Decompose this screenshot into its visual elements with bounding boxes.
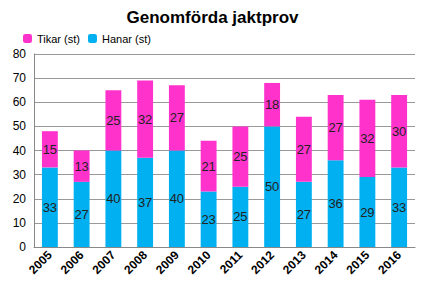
- svg-text:2008: 2008: [121, 248, 150, 277]
- svg-text:30: 30: [392, 124, 406, 139]
- svg-text:29: 29: [360, 205, 374, 220]
- svg-text:Tikar (st): Tikar (st): [37, 33, 80, 45]
- svg-text:32: 32: [360, 131, 374, 146]
- svg-text:2015: 2015: [344, 248, 373, 277]
- svg-text:50: 50: [265, 179, 279, 194]
- svg-text:80: 80: [13, 47, 27, 61]
- svg-text:13: 13: [74, 159, 88, 174]
- svg-text:27: 27: [297, 207, 311, 222]
- svg-text:32: 32: [138, 112, 152, 127]
- svg-text:10: 10: [13, 216, 27, 230]
- svg-text:Genomförda jaktprov: Genomförda jaktprov: [127, 8, 299, 27]
- svg-text:0: 0: [19, 240, 26, 254]
- svg-text:2007: 2007: [90, 248, 119, 277]
- svg-text:2016: 2016: [375, 248, 404, 277]
- svg-text:50: 50: [13, 119, 27, 133]
- svg-text:2014: 2014: [312, 248, 341, 277]
- svg-text:30: 30: [13, 168, 27, 182]
- svg-text:2009: 2009: [153, 248, 182, 277]
- svg-text:25: 25: [233, 209, 247, 224]
- svg-text:23: 23: [201, 212, 215, 227]
- svg-text:27: 27: [74, 207, 88, 222]
- svg-text:2010: 2010: [185, 248, 214, 277]
- svg-text:15: 15: [43, 142, 57, 157]
- svg-text:2005: 2005: [26, 248, 55, 277]
- svg-text:27: 27: [297, 142, 311, 157]
- svg-text:40: 40: [170, 191, 184, 206]
- svg-text:60: 60: [13, 95, 27, 109]
- svg-text:2011: 2011: [217, 248, 246, 277]
- svg-text:70: 70: [13, 71, 27, 85]
- svg-text:25: 25: [233, 149, 247, 164]
- svg-text:18: 18: [265, 97, 279, 112]
- svg-text:25: 25: [106, 113, 120, 128]
- svg-text:27: 27: [170, 110, 184, 125]
- svg-text:2006: 2006: [58, 248, 87, 277]
- svg-text:37: 37: [138, 195, 152, 210]
- svg-text:21: 21: [201, 159, 215, 174]
- svg-text:2012: 2012: [248, 248, 277, 277]
- svg-text:40: 40: [106, 191, 120, 206]
- svg-text:33: 33: [43, 200, 57, 215]
- svg-text:36: 36: [328, 196, 342, 211]
- svg-text:40: 40: [13, 144, 27, 158]
- svg-text:27: 27: [328, 120, 342, 135]
- svg-text:Hanar (st): Hanar (st): [102, 33, 151, 45]
- svg-text:33: 33: [392, 200, 406, 215]
- svg-text:2013: 2013: [280, 248, 309, 277]
- svg-text:20: 20: [13, 192, 27, 206]
